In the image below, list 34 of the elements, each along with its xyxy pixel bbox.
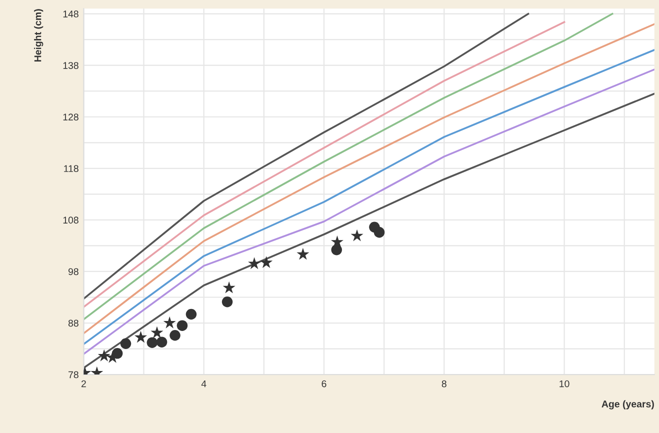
- point: [331, 244, 342, 256]
- point: [146, 337, 158, 348]
- x-axis-title: Age (years): [602, 400, 654, 410]
- y-tick-label: 88: [68, 320, 78, 327]
- point: [350, 229, 364, 242]
- point: [163, 316, 176, 328]
- point: [248, 257, 261, 270]
- point: [112, 348, 123, 359]
- point: [134, 330, 148, 343]
- point: [260, 256, 273, 268]
- y-tick-label: 78: [68, 371, 78, 378]
- point: [222, 281, 236, 294]
- y-tick-label: 98: [68, 268, 78, 276]
- x-tick-label: 8: [442, 380, 446, 388]
- x-tick-label: 10: [560, 380, 570, 388]
- y-axis-title: Height (cm): [34, 9, 44, 62]
- y-tick-label: 108: [63, 216, 78, 224]
- x-tick-label: 6: [322, 380, 326, 388]
- y-tick-label: 148: [63, 10, 78, 18]
- y-tick-label: 138: [63, 62, 78, 69]
- point: [374, 226, 385, 238]
- point: [150, 326, 164, 338]
- point: [222, 296, 233, 308]
- point: [170, 330, 180, 341]
- x-tick-label: 4: [201, 380, 206, 388]
- point: [296, 248, 310, 260]
- x-tick-label: 2: [81, 380, 86, 388]
- point: [156, 336, 168, 348]
- point: [120, 338, 132, 350]
- y-tick-label: 118: [64, 165, 78, 172]
- y-tick-label: 128: [63, 114, 78, 120]
- point: [98, 349, 110, 362]
- point: [186, 308, 197, 320]
- point: [176, 320, 188, 331]
